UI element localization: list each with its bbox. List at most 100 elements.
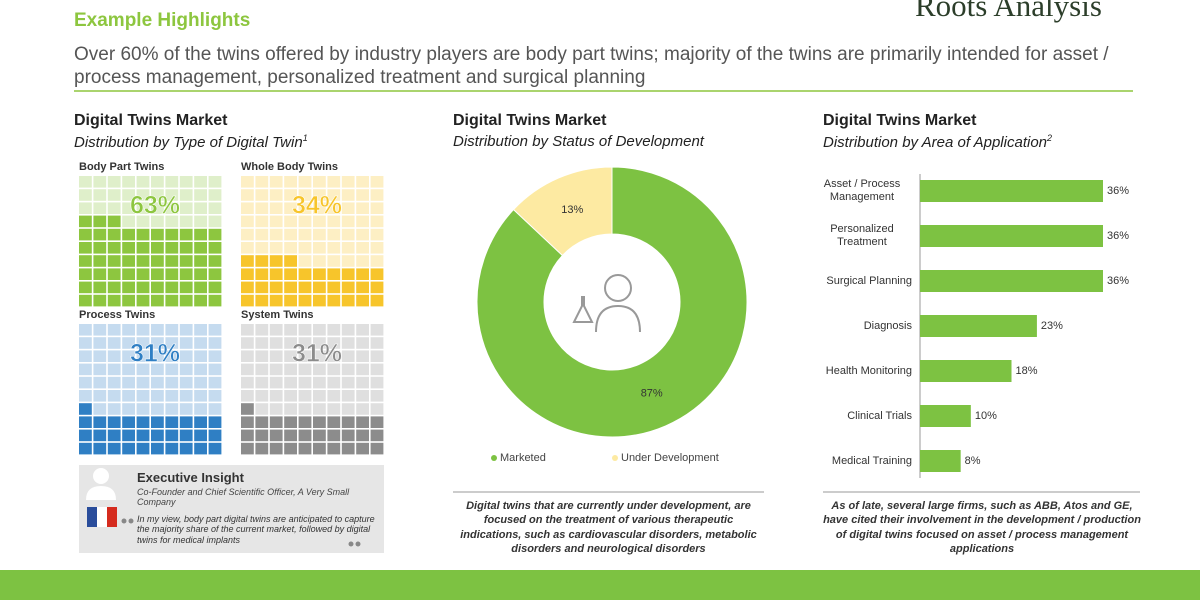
waffle-cell — [151, 255, 164, 267]
insight-title: Executive Insight — [137, 470, 244, 485]
waffle-empty-cell — [313, 176, 326, 188]
waffle-empty-cell — [179, 337, 193, 349]
waffle-empty-cell — [179, 189, 193, 201]
donut-slice — [512, 166, 613, 257]
waffle-empty-cell — [136, 215, 150, 228]
waffle-cell — [107, 268, 121, 280]
waffle-cell — [313, 294, 326, 307]
bar — [920, 225, 1103, 247]
waffle-empty-cell — [313, 337, 326, 349]
waffle-cell — [284, 255, 297, 267]
waffle-empty-cell — [151, 350, 164, 362]
waffle-empty-cell — [284, 324, 297, 336]
waffle-empty-cell — [107, 189, 121, 201]
waffle-empty-cell — [107, 202, 121, 214]
waffle-cell — [179, 242, 193, 254]
waffle-empty-cell — [255, 350, 269, 362]
waffle-label: System Twins — [241, 309, 314, 321]
waffle-empty-cell — [93, 324, 107, 336]
waffle-empty-cell — [298, 337, 312, 349]
bar-value-label: 36% — [1107, 275, 1129, 287]
waffle-cell — [370, 294, 384, 307]
bar-value-label: 10% — [975, 410, 997, 422]
waffle-cell — [136, 442, 150, 455]
waffle-empty-cell — [93, 390, 107, 402]
waffle-cell — [208, 429, 222, 442]
waffle-empty-cell — [298, 255, 312, 267]
waffle-empty-cell — [269, 202, 283, 214]
waffle-cell — [255, 442, 269, 455]
waffle-empty-cell — [327, 242, 341, 254]
waffle-empty-cell — [93, 376, 107, 389]
waffle-empty-cell — [122, 376, 135, 389]
footnote-mark: 1 — [302, 133, 308, 143]
waffle-value-label: 63% — [130, 192, 180, 220]
waffle-empty-cell — [327, 255, 341, 267]
waffle-cell — [194, 416, 207, 428]
waffle-cell — [79, 228, 92, 241]
waffle-empty-cell — [269, 189, 283, 201]
waffle-empty-cell — [327, 176, 341, 188]
waffle-empty-cell — [327, 376, 341, 389]
waffle-empty-cell — [165, 324, 179, 336]
waffle-empty-cell — [79, 202, 92, 214]
waffle-cell — [136, 416, 150, 428]
waffle-empty-cell — [93, 363, 107, 376]
waffle-cell — [122, 242, 135, 254]
waffle-empty-cell — [327, 350, 341, 362]
waffle-empty-cell — [327, 363, 341, 376]
waffle-empty-cell — [107, 376, 121, 389]
waffle-cell — [208, 228, 222, 241]
waffle-empty-cell — [298, 189, 312, 201]
category-label: Diagnosis — [863, 319, 912, 332]
waffle-cell — [269, 281, 283, 294]
waffle-cell — [194, 242, 207, 254]
waffle-empty-cell — [107, 324, 121, 336]
waffle-cell — [356, 442, 369, 455]
waffle-cell — [284, 429, 297, 442]
waffle-cell — [79, 242, 92, 254]
category-label: Surgical Planning — [826, 274, 912, 287]
bar — [920, 180, 1103, 202]
waffle-cell — [93, 281, 107, 294]
waffle-cell — [93, 242, 107, 254]
waffle-cell — [165, 281, 179, 294]
bar — [920, 315, 1037, 337]
waffle-empty-cell — [298, 215, 312, 228]
waffle-empty-cell — [370, 202, 384, 214]
waffle-empty-cell — [370, 324, 384, 336]
waffle-cell — [136, 429, 150, 442]
waffle-empty-cell — [269, 403, 283, 415]
waffle-cell — [255, 429, 269, 442]
category-label: Clinical Trials — [847, 409, 912, 422]
waffle-empty-cell — [179, 324, 193, 336]
header-subtitle: Over 60% of the twins offered by industr… — [74, 44, 1109, 88]
waffle-empty-cell — [255, 176, 269, 188]
waffle-empty-cell — [208, 324, 222, 336]
waffle-cell — [298, 268, 312, 280]
waffle-cell — [122, 281, 135, 294]
waffle-empty-cell — [298, 242, 312, 254]
waffle-cell — [298, 294, 312, 307]
waffle-empty-cell — [165, 403, 179, 415]
waffle-empty-cell — [194, 337, 207, 349]
waffle-cell — [165, 429, 179, 442]
waffle-empty-cell — [151, 324, 164, 336]
waffle-cell — [79, 429, 92, 442]
waffle-empty-cell — [151, 363, 164, 376]
waffle-cell — [269, 442, 283, 455]
waffle-empty-cell — [136, 390, 150, 402]
waffle-cell — [93, 215, 107, 228]
waffle-empty-cell — [122, 403, 135, 415]
waffle-cell — [93, 442, 107, 455]
waffle-empty-cell — [370, 176, 384, 188]
waffle-cell — [241, 416, 254, 428]
waffle-empty-cell — [208, 350, 222, 362]
waffle-cell — [208, 416, 222, 428]
waffle-empty-cell — [107, 337, 121, 349]
bar — [920, 405, 971, 427]
waffle-empty-cell — [327, 189, 341, 201]
waffle-empty-cell — [370, 390, 384, 402]
waffle-cell — [179, 294, 193, 307]
waffle-empty-cell — [313, 202, 326, 214]
